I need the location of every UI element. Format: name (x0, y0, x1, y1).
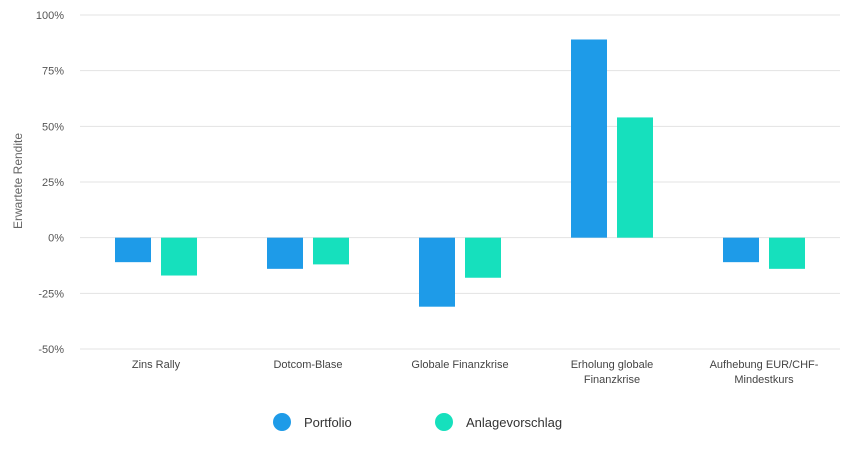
grid-lines (80, 14, 840, 350)
x-category-line: Finanzkrise (584, 374, 640, 386)
legend: Portfolio Anlagevorschlag (273, 413, 562, 431)
bar-portfolio (571, 39, 607, 238)
x-category-label: Erholung globale Finanzkrise (571, 359, 654, 386)
bars (115, 39, 805, 307)
bar-anlagevorschlag (161, 237, 197, 276)
legend-marker (273, 413, 291, 431)
bar-portfolio (115, 237, 151, 263)
y-axis-ticks: 100% 75% 50% 25% 0% -25% -50% (36, 10, 64, 356)
legend-label: Portfolio (304, 415, 352, 430)
y-tick-label: 50% (42, 121, 64, 133)
x-category-label: Dotcom-Blase (273, 359, 342, 371)
x-category-label: Aufhebung EUR/CHF- Mindestkurs (710, 359, 819, 386)
x-category-line: Globale Finanzkrise (411, 359, 508, 371)
bar-anlagevorschlag (769, 237, 805, 269)
y-tick-label: 100% (36, 10, 64, 22)
bar-anlagevorschlag (465, 237, 501, 278)
x-category-line: Mindestkurs (734, 374, 794, 386)
legend-label: Anlagevorschlag (466, 415, 562, 430)
x-category-label: Globale Finanzkrise (411, 359, 508, 371)
bar-portfolio (267, 237, 303, 269)
x-category-line: Zins Rally (132, 359, 181, 371)
bar-anlagevorschlag (617, 117, 653, 238)
legend-marker (435, 413, 453, 431)
x-category-line: Aufhebung EUR/CHF- (710, 359, 819, 371)
y-axis-title: Erwartete Rendite (11, 133, 25, 229)
y-tick-label: -50% (38, 344, 64, 356)
y-tick-label: 0% (48, 233, 64, 245)
y-tick-label: 75% (42, 66, 64, 78)
x-axis-categories: Zins Rally Dotcom-Blase Globale Finanzkris… (132, 359, 819, 386)
bar-portfolio (419, 237, 455, 307)
y-tick-label: 25% (42, 177, 64, 189)
x-category-line: Erholung globale (571, 359, 654, 371)
y-tick-label: -25% (38, 288, 64, 300)
bar-portfolio (723, 237, 759, 263)
x-category-line: Dotcom-Blase (273, 359, 342, 371)
bar-anlagevorschlag (313, 237, 349, 265)
x-category-label: Zins Rally (132, 359, 181, 371)
